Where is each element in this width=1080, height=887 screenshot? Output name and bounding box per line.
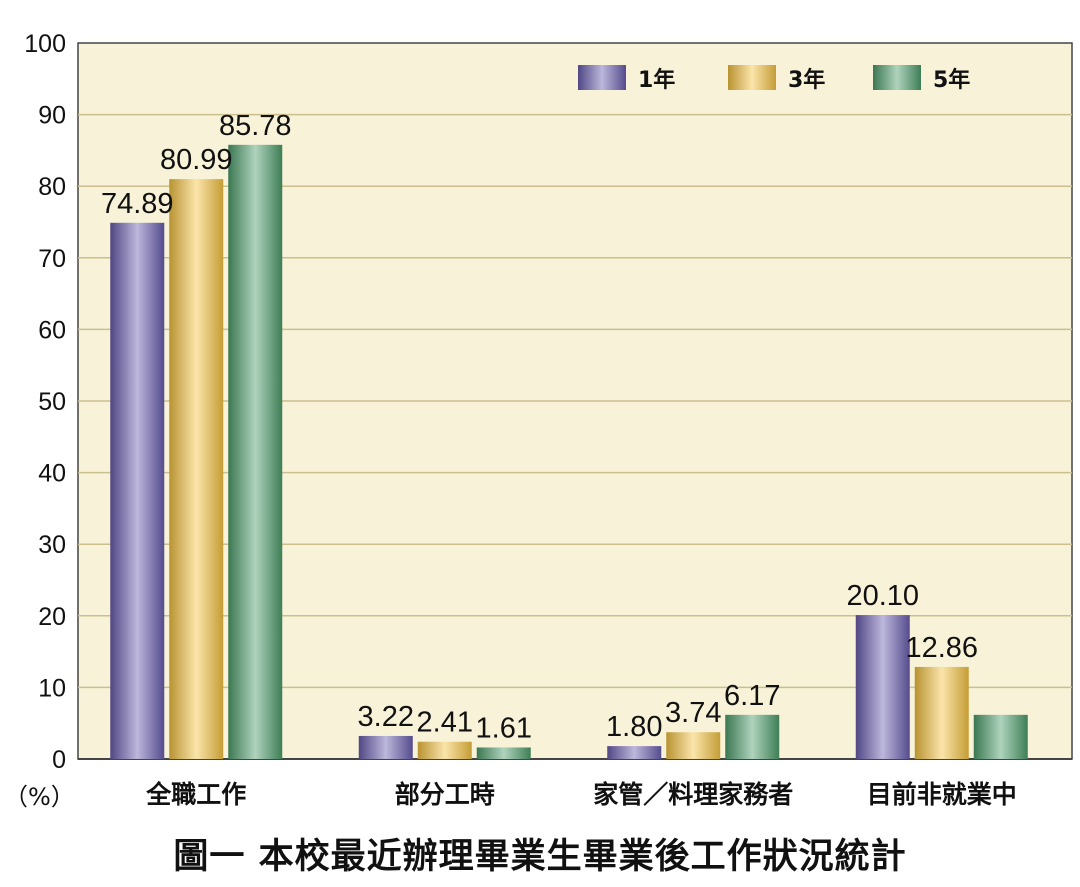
- bar: [358, 735, 413, 759]
- y-tick-label: 10: [38, 674, 66, 702]
- data-label: 12.86: [905, 632, 978, 664]
- y-tick-label: 0: [52, 746, 66, 774]
- y-tick-label: 60: [38, 316, 66, 344]
- data-label: 85.78: [219, 110, 292, 142]
- y-tick-label: 50: [38, 388, 66, 416]
- bar: [725, 714, 780, 759]
- legend-label: 3年: [788, 67, 825, 93]
- data-label: 1.80: [606, 711, 662, 743]
- y-axis-unit-label: （%）: [4, 783, 75, 811]
- y-axis-ticks: 0 10 20 30 40 50 60 70 80 90 100: [24, 30, 66, 774]
- y-tick-label: 20: [38, 603, 66, 631]
- data-label: 6.17: [724, 680, 780, 712]
- y-tick-label: 100: [24, 30, 66, 58]
- category-label: 部分工時: [395, 780, 495, 809]
- data-label: 3.22: [358, 701, 414, 733]
- y-tick-label: 40: [38, 460, 66, 488]
- data-label: 1.61: [476, 712, 532, 744]
- bar: [169, 179, 224, 760]
- bar: [607, 746, 662, 759]
- bar: [973, 714, 1028, 759]
- figure-caption: 圖一 本校最近辦理畢業生畢業後工作狀況統計: [173, 837, 907, 877]
- data-label: 80.99: [160, 144, 233, 176]
- legend-label: 1年: [638, 67, 675, 93]
- data-label: 2.41: [417, 707, 473, 739]
- legend-label: 5年: [933, 67, 970, 93]
- y-tick-label: 90: [38, 102, 66, 130]
- y-tick-label: 70: [38, 245, 66, 273]
- bar: [110, 222, 165, 759]
- legend: 1年 3年 5年: [578, 65, 970, 93]
- bars: [110, 144, 1028, 760]
- category-label: 家管／料理家務者: [593, 780, 793, 809]
- data-label: 74.89: [101, 188, 174, 220]
- legend-swatch: [578, 65, 626, 90]
- bar: [855, 615, 910, 759]
- x-axis-categories: 全職工作 部分工時 家管／料理家務者 目前非就業中: [145, 780, 1017, 809]
- data-label: 20.10: [846, 580, 919, 612]
- legend-swatch: [873, 65, 921, 90]
- bar: [417, 741, 472, 759]
- bar: [228, 144, 283, 760]
- legend-swatch: [728, 65, 776, 90]
- category-label: 目前非就業中: [867, 780, 1017, 809]
- bar: [476, 747, 531, 759]
- category-label: 全職工作: [145, 780, 246, 809]
- bar: [914, 666, 969, 759]
- data-label: 3.74: [665, 697, 721, 729]
- y-tick-label: 30: [38, 531, 66, 559]
- bar: [666, 732, 721, 759]
- y-tick-label: 80: [38, 173, 66, 201]
